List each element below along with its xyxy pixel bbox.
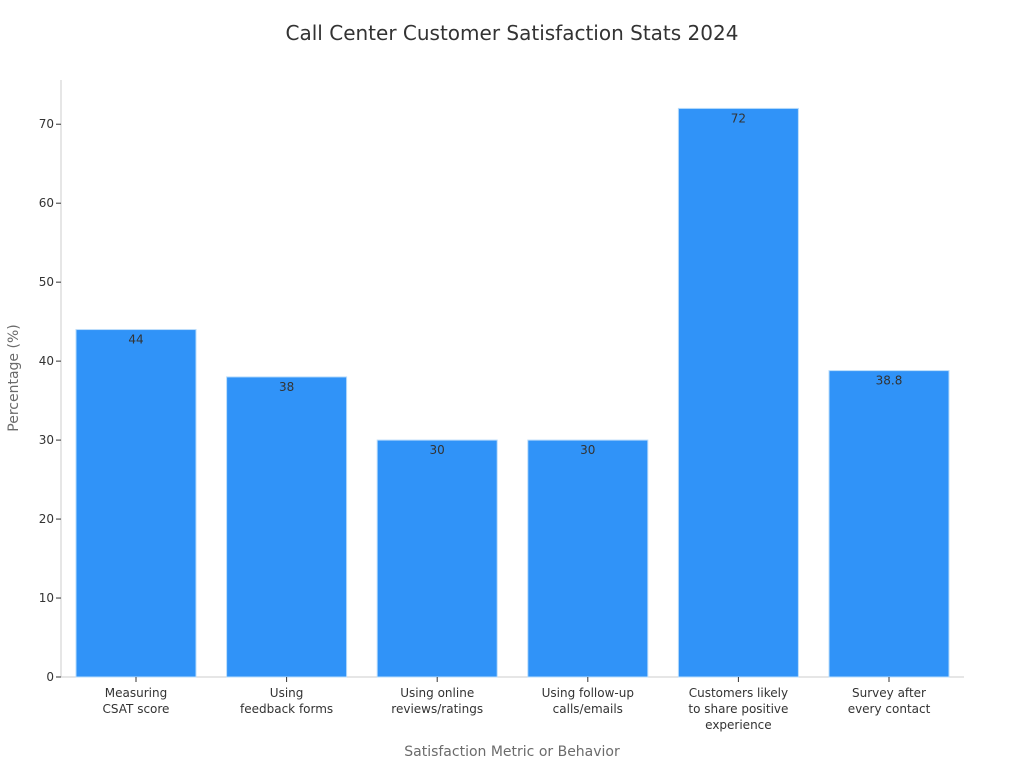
x-tick-label: Survey after every contact <box>848 686 931 716</box>
bars-group: 44 38 30 30 72 38.8 <box>75 107 950 678</box>
x-tick-label-line: experience <box>705 718 772 732</box>
x-tick-label-line: Using follow-up <box>542 686 634 700</box>
data-label: 38.8 <box>876 374 903 388</box>
data-label: 30 <box>430 443 445 457</box>
data-label: 30 <box>580 443 595 457</box>
y-axis-label: Percentage (%) <box>6 324 22 431</box>
y-tick-label: 60 <box>39 196 54 210</box>
y-tick-label: 20 <box>39 512 54 526</box>
x-tick-label-line: feedback forms <box>240 702 333 716</box>
y-tick-label: 70 <box>39 117 54 131</box>
x-tick-label: Using online reviews/ratings <box>391 686 483 716</box>
y-tick-label: 0 <box>46 670 54 684</box>
y-axis-ticks: 0 10 20 30 40 50 60 70 <box>39 117 61 684</box>
data-label: 38 <box>279 380 294 394</box>
x-tick-label: Using feedback forms <box>240 686 333 716</box>
bar <box>75 329 197 678</box>
data-label: 72 <box>731 111 746 125</box>
x-tick-label-line: Customers likely <box>689 686 788 700</box>
x-tick-label-line: reviews/ratings <box>391 702 483 716</box>
bar <box>226 376 348 678</box>
x-axis-label: Satisfaction Metric or Behavior <box>404 744 620 760</box>
bar <box>376 439 498 678</box>
x-tick-label-line: Using online <box>400 686 474 700</box>
x-tick-label-line: Measuring <box>105 686 167 700</box>
bar <box>527 439 649 678</box>
chart-title: Call Center Customer Satisfaction Stats … <box>286 21 739 45</box>
y-tick-label: 40 <box>39 354 54 368</box>
bar <box>677 107 799 678</box>
y-tick-label: 30 <box>39 433 54 447</box>
x-tick-label: Measuring CSAT score <box>103 686 170 716</box>
data-label: 44 <box>128 333 143 347</box>
x-tick-label-line: calls/emails <box>553 702 623 716</box>
x-tick-label-line: to share positive <box>688 702 788 716</box>
x-tick-label-line: every contact <box>848 702 931 716</box>
x-tick-label: Customers likely to share positive experie… <box>688 686 788 732</box>
x-tick-label-line: Survey after <box>852 686 926 700</box>
x-tick-label-line: Using <box>270 686 304 700</box>
y-tick-label: 50 <box>39 275 54 289</box>
y-tick-label: 10 <box>39 591 54 605</box>
x-tick-label-line: CSAT score <box>103 702 170 716</box>
bar <box>828 370 950 678</box>
x-tick-label: Using follow-up calls/emails <box>542 686 634 716</box>
